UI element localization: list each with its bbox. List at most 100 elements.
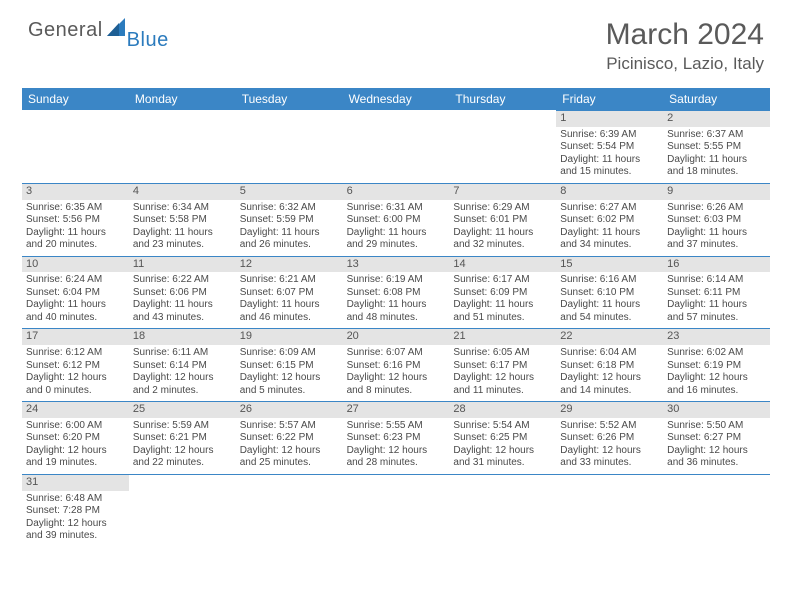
daylight-text: and 51 minutes. — [453, 312, 552, 325]
empty-cell — [22, 110, 129, 183]
daylight-text: and 31 minutes. — [453, 457, 552, 470]
day-cell: 7Sunrise: 6:29 AMSunset: 6:01 PMDaylight… — [449, 183, 556, 256]
sunrise-text: Sunrise: 6:19 AM — [347, 274, 446, 287]
sunrise-text: Sunrise: 6:12 AM — [26, 347, 125, 360]
sunset-text: Sunset: 6:21 PM — [133, 432, 232, 445]
day-cell: 3Sunrise: 6:35 AMSunset: 5:56 PMDaylight… — [22, 183, 129, 256]
dow-friday: Friday — [556, 88, 663, 110]
daylight-text: and 48 minutes. — [347, 312, 446, 325]
daylight-text: Daylight: 11 hours — [667, 299, 766, 312]
daylight-text: Daylight: 12 hours — [347, 372, 446, 385]
week-row: 31Sunrise: 6:48 AMSunset: 7:28 PMDayligh… — [22, 474, 770, 547]
day-number: 14 — [449, 257, 556, 273]
daylight-text: and 15 minutes. — [560, 166, 659, 179]
daylight-text: and 2 minutes. — [133, 385, 232, 398]
sunset-text: Sunset: 6:02 PM — [560, 214, 659, 227]
daylight-text: Daylight: 11 hours — [560, 227, 659, 240]
daylight-text: and 34 minutes. — [560, 239, 659, 252]
sunset-text: Sunset: 6:06 PM — [133, 287, 232, 300]
daylight-text: Daylight: 12 hours — [133, 445, 232, 458]
day-number: 17 — [22, 329, 129, 345]
daylight-text: and 36 minutes. — [667, 457, 766, 470]
day-cell: 25 Sunrise: 5:59 AMSunset: 6:21 PMDayligh… — [129, 401, 236, 474]
day-number: 25 — [129, 402, 236, 418]
sunrise-text: Sunrise: 5:59 AM — [133, 420, 232, 433]
day-cell: 2Sunrise: 6:37 AMSunset: 5:55 PMDaylight… — [663, 110, 770, 183]
sunrise-text: Sunrise: 6:31 AM — [347, 202, 446, 215]
day-number: 16 — [663, 257, 770, 273]
day-cell: 10Sunrise: 6:24 AMSunset: 6:04 PMDayligh… — [22, 256, 129, 329]
dow-tuesday: Tuesday — [236, 88, 343, 110]
sunset-text: Sunset: 6:20 PM — [26, 432, 125, 445]
daylight-text: and 11 minutes. — [453, 385, 552, 398]
sunrise-text: Sunrise: 6:16 AM — [560, 274, 659, 287]
empty-cell — [663, 474, 770, 547]
daylight-text: Daylight: 12 hours — [240, 372, 339, 385]
sunset-text: Sunset: 6:26 PM — [560, 432, 659, 445]
days-of-week-row: SundayMondayTuesdayWednesdayThursdayFrid… — [22, 88, 770, 110]
week-row: 1Sunrise: 6:39 AMSunset: 5:54 PMDaylight… — [22, 110, 770, 183]
day-cell: 23Sunrise: 6:02 AMSunset: 6:19 PMDayligh… — [663, 328, 770, 401]
day-number: 29 — [556, 402, 663, 418]
day-number: 1 — [556, 111, 663, 127]
sunrise-text: Sunrise: 6:35 AM — [26, 202, 125, 215]
daylight-text: Daylight: 12 hours — [560, 445, 659, 458]
sunrise-text: Sunrise: 6:11 AM — [133, 347, 232, 360]
day-cell: 6Sunrise: 6:31 AMSunset: 6:00 PMDaylight… — [343, 183, 450, 256]
sunset-text: Sunset: 5:59 PM — [240, 214, 339, 227]
daylight-text: and 54 minutes. — [560, 312, 659, 325]
day-number: 26 — [236, 402, 343, 418]
week-row: 24Sunrise: 6:00 AMSunset: 6:20 PMDayligh… — [22, 401, 770, 474]
daylight-text: and 46 minutes. — [240, 312, 339, 325]
daylight-text: Daylight: 12 hours — [26, 445, 125, 458]
day-number: 20 — [343, 329, 450, 345]
day-number: 22 — [556, 329, 663, 345]
week-row: 10Sunrise: 6:24 AMSunset: 6:04 PMDayligh… — [22, 256, 770, 329]
daylight-text: Daylight: 11 hours — [26, 227, 125, 240]
dow-wednesday: Wednesday — [343, 88, 450, 110]
sunset-text: Sunset: 6:14 PM — [133, 360, 232, 373]
location: Picinisco, Lazio, Italy — [606, 54, 764, 74]
day-number: 31 — [22, 475, 129, 491]
empty-cell — [236, 474, 343, 547]
sunrise-text: Sunrise: 6:39 AM — [560, 129, 659, 142]
sunset-text: Sunset: 6:27 PM — [667, 432, 766, 445]
day-cell: 15Sunrise: 6:16 AMSunset: 6:10 PMDayligh… — [556, 256, 663, 329]
sunset-text: Sunset: 6:16 PM — [347, 360, 446, 373]
sunset-text: Sunset: 6:18 PM — [560, 360, 659, 373]
sunrise-text: Sunrise: 6:00 AM — [26, 420, 125, 433]
daylight-text: and 32 minutes. — [453, 239, 552, 252]
sunrise-text: Sunrise: 6:27 AM — [560, 202, 659, 215]
daylight-text: Daylight: 11 hours — [560, 299, 659, 312]
sunrise-text: Sunrise: 5:50 AM — [667, 420, 766, 433]
daylight-text: Daylight: 11 hours — [133, 299, 232, 312]
sunset-text: Sunset: 6:11 PM — [667, 287, 766, 300]
daylight-text: Daylight: 11 hours — [453, 299, 552, 312]
day-number: 15 — [556, 257, 663, 273]
day-number: 27 — [343, 402, 450, 418]
day-number: 24 — [22, 402, 129, 418]
calendar-grid: 1Sunrise: 6:39 AMSunset: 5:54 PMDaylight… — [22, 110, 770, 547]
daylight-text: Daylight: 11 hours — [240, 227, 339, 240]
daylight-text: Daylight: 12 hours — [133, 372, 232, 385]
day-cell: 19Sunrise: 6:09 AMSunset: 6:15 PMDayligh… — [236, 328, 343, 401]
daylight-text: and 26 minutes. — [240, 239, 339, 252]
day-cell: 17Sunrise: 6:12 AMSunset: 6:12 PMDayligh… — [22, 328, 129, 401]
day-cell: 31Sunrise: 6:48 AMSunset: 7:28 PMDayligh… — [22, 474, 129, 547]
daylight-text: Daylight: 11 hours — [667, 154, 766, 167]
day-cell: 18Sunrise: 6:11 AMSunset: 6:14 PMDayligh… — [129, 328, 236, 401]
daylight-text: Daylight: 12 hours — [26, 372, 125, 385]
logo-text-main: General — [28, 19, 103, 42]
week-row: 3Sunrise: 6:35 AMSunset: 5:56 PMDaylight… — [22, 183, 770, 256]
daylight-text: and 57 minutes. — [667, 312, 766, 325]
day-cell: 9Sunrise: 6:26 AMSunset: 6:03 PMDaylight… — [663, 183, 770, 256]
sunrise-text: Sunrise: 5:54 AM — [453, 420, 552, 433]
empty-cell — [449, 474, 556, 547]
sunrise-text: Sunrise: 6:07 AM — [347, 347, 446, 360]
sunset-text: Sunset: 6:08 PM — [347, 287, 446, 300]
daylight-text: and 22 minutes. — [133, 457, 232, 470]
sunrise-text: Sunrise: 6:26 AM — [667, 202, 766, 215]
daylight-text: and 0 minutes. — [26, 385, 125, 398]
day-number: 3 — [22, 184, 129, 200]
daylight-text: Daylight: 12 hours — [560, 372, 659, 385]
